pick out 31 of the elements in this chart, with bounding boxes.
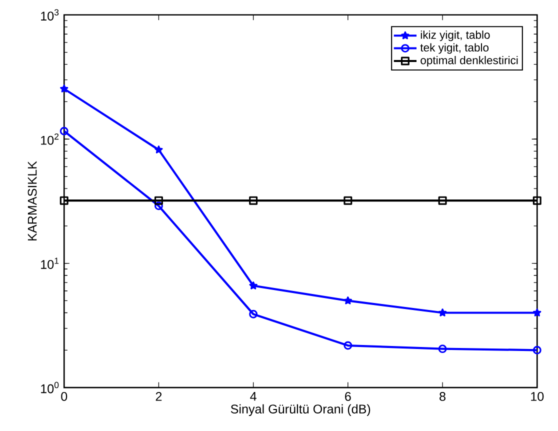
point [533,308,542,316]
x-axis-title: Sinyal Gürültü Orani (dB) [230,404,370,416]
point [438,196,447,205]
y-tick-label: 10$^{3}$ [41,9,59,20]
legend-label: tek yigit, tablo [420,43,489,54]
point [154,196,163,205]
point [60,84,68,92]
point [344,196,352,205]
x-tick-label: 6 [345,392,351,401]
point [154,202,163,210]
y-axis-title: KARMASIKLK [28,161,37,240]
point [532,196,542,205]
point [344,341,352,350]
point [60,196,68,205]
point [344,296,352,304]
x-tick-label: 10 [531,392,544,401]
y-tick-label: 10$^{0}$ [41,382,59,394]
y-tick-label: 10$^{1}$ [41,258,59,269]
point [249,281,258,290]
y-tick-label: 10$^{2}$ [41,133,59,145]
point [438,344,447,353]
x-tick-label: 2 [156,392,162,401]
point [154,145,163,154]
point [249,310,258,318]
point [438,308,447,316]
x-tick-label: 4 [250,392,256,401]
x-tick-label: 8 [440,392,446,401]
point [249,196,258,205]
legend-label: optimal denklestirici [420,56,518,66]
x-tick-label: 0 [61,392,68,401]
legend-label: ikiz yigit, tablo [420,30,490,41]
